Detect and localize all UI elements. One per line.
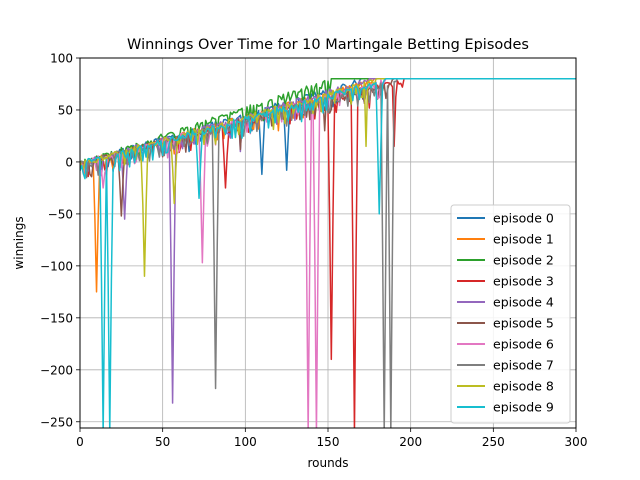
chart-title: Winnings Over Time for 10 Martingale Bet…: [127, 37, 529, 53]
x-tick-label: 200: [399, 435, 422, 449]
x-tick-label: 150: [317, 435, 340, 449]
x-tick-label: 100: [234, 435, 257, 449]
legend-label: episode 6: [493, 337, 554, 352]
x-axis-label: rounds: [307, 456, 348, 470]
legend-label: episode 9: [493, 400, 554, 415]
x-tick-label: 250: [482, 435, 505, 449]
y-tick-label: 100: [50, 52, 73, 66]
y-tick-label: −150: [40, 311, 73, 325]
y-axis: 100 50 0 −50 −100 −150 −200 −250: [40, 52, 80, 429]
legend-label: episode 2: [493, 253, 554, 268]
series-group: [80, 78, 576, 428]
legend: episode 0 episode 1 episode 2 episode 3 epis…: [450, 204, 571, 424]
series-line-9: [80, 78, 576, 428]
y-axis-label: winnings: [12, 216, 26, 269]
x-tick-label: 50: [155, 435, 170, 449]
legend-label: episode 4: [493, 295, 554, 310]
y-tick-label: −250: [40, 415, 73, 429]
x-tick-label: 0: [76, 435, 84, 449]
y-tick-label: −50: [48, 207, 73, 221]
legend-label: episode 7: [493, 358, 554, 373]
y-tick-label: −200: [40, 363, 73, 377]
legend-label: episode 0: [493, 211, 554, 226]
y-tick-label: −100: [40, 259, 73, 273]
legend-label: episode 5: [493, 316, 554, 331]
legend-label: episode 3: [493, 274, 554, 289]
x-tick-label: 300: [565, 435, 588, 449]
y-tick-label: 0: [65, 155, 73, 169]
legend-label: episode 8: [493, 379, 554, 394]
y-tick-label: 50: [58, 103, 73, 117]
legend-label: episode 1: [493, 232, 554, 247]
x-axis: 0 50 100 150 200 250 300: [76, 428, 587, 449]
